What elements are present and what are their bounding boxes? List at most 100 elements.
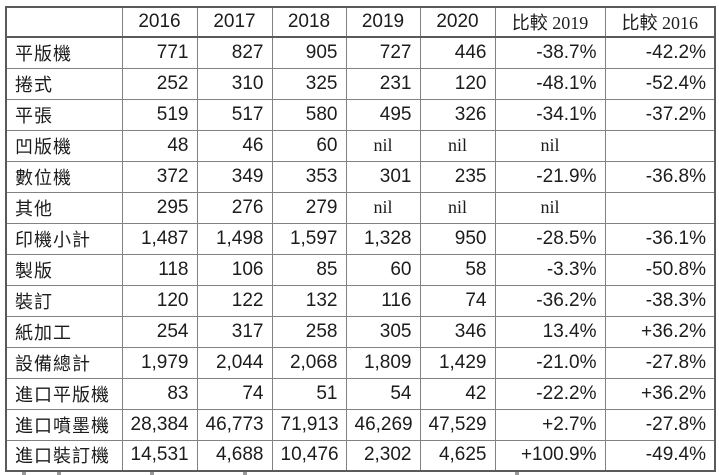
value-cell: 132 [271,284,347,317]
value-cell: 1,487 [121,222,198,255]
value-cell: +36.2% [604,315,716,348]
value-cell: 1,809 [345,346,421,379]
table-header: 2016 2017 2018 2019 2020 比較 2019 比較 2016 [5,6,716,38]
table-row: 進口裝訂機 14,531 4,688 10,476 2,302 4,625 +100.9% -… [5,439,716,472]
value-cell: 495 [345,98,421,131]
value-cell: 48 [121,129,198,162]
value-cell: 301 [345,160,421,193]
value-cell: 60 [271,129,347,162]
value-cell: 51 [271,377,347,410]
row-label: 印機小計 [5,222,123,255]
value-cell: 74 [419,284,496,317]
value-cell: 353 [271,160,347,193]
table-row: 印機小計 1,487 1,498 1,597 1,328 950 -28.5% -36.1% [5,222,716,255]
value-cell: -38.3% [604,284,716,317]
value-cell: -50.8% [604,253,716,286]
table-row: 設備總計 1,979 2,044 2,068 1,809 1,429 -21.0% -27.8… [5,346,716,379]
row-label: 平張 [5,98,123,131]
column-header: 2020 [419,6,496,38]
value-cell: nil [494,129,606,162]
value-cell: -49.4% [604,439,716,472]
value-cell: 905 [271,36,347,69]
value-cell: 14,531 [121,439,198,472]
value-cell: 46,269 [345,408,421,441]
value-cell: 4,625 [419,439,496,472]
value-cell: 231 [345,67,421,100]
table-row: 凹版機 48 46 60 nil nil nil [5,129,716,162]
row-label: 進口噴墨機 [5,408,123,441]
value-cell: 1,429 [419,346,496,379]
value-cell: 349 [196,160,273,193]
column-header: 比較 2019 [494,6,606,38]
value-cell: 950 [419,222,496,255]
statistics-table: 2016 2017 2018 2019 2020 比較 2019 比較 2016 平版機 77… [5,6,716,472]
value-cell: 1,498 [196,222,273,255]
table-row: 進口平版機 83 74 51 54 42 -22.2% +36.2% [5,377,716,410]
row-label: 平版機 [5,36,123,69]
value-cell: -38.7% [494,36,606,69]
value-cell: 258 [271,315,347,348]
value-cell: 446 [419,36,496,69]
value-cell: 727 [345,36,421,69]
row-label: 捲式 [5,67,123,100]
row-label: 裝訂 [5,284,123,317]
value-cell: 85 [271,253,347,286]
clipped-text-remnant [57,472,61,475]
table-row: 數位機 372 349 353 301 235 -21.9% -36.8% [5,160,716,193]
row-label: 數位機 [5,160,123,193]
value-cell: 1,328 [345,222,421,255]
value-cell: -36.8% [604,160,716,193]
value-cell: 317 [196,315,273,348]
value-cell: +36.2% [604,377,716,410]
column-header: 2019 [345,6,421,38]
value-cell: 58 [419,253,496,286]
value-cell: 4,688 [196,439,273,472]
value-cell: 2,044 [196,346,273,379]
row-label: 進口平版機 [5,377,123,410]
column-header: 2017 [196,6,273,38]
value-cell: 54 [345,377,421,410]
value-cell: 276 [196,191,273,224]
clipped-text-remnant [22,472,26,475]
value-cell: 116 [345,284,421,317]
table-row: 紙加工 254 317 258 305 346 13.4% +36.2% [5,315,716,348]
value-cell: 519 [121,98,198,131]
row-label: 進口裝訂機 [5,439,123,472]
value-cell: 372 [121,160,198,193]
value-cell: 120 [121,284,198,317]
value-cell: -48.1% [494,67,606,100]
value-cell: 325 [271,67,347,100]
table-row: 平版機 771 827 905 727 446 -38.7% -42.2% [5,36,716,69]
value-cell: -27.8% [604,346,716,379]
value-cell: 235 [419,160,496,193]
value-cell: 517 [196,98,273,131]
value-cell: -37.2% [604,98,716,131]
value-cell: -21.9% [494,160,606,193]
value-cell: nil [494,191,606,224]
value-cell: 106 [196,253,273,286]
value-cell: -42.2% [604,36,716,69]
value-cell: 120 [419,67,496,100]
value-cell: -27.8% [604,408,716,441]
table-body: 平版機 771 827 905 727 446 -38.7% -42.2% 捲式 252 310 32… [5,36,716,472]
table-row: 平張 519 517 580 495 326 -34.1% -37.2% [5,98,716,131]
value-cell: nil [345,191,421,224]
value-cell: nil [345,129,421,162]
value-cell: -34.1% [494,98,606,131]
value-cell: 74 [196,377,273,410]
row-label: 製版 [5,253,123,286]
table-row: 裝訂 120 122 132 116 74 -36.2% -38.3% [5,284,716,317]
value-cell: 295 [121,191,198,224]
value-cell [604,191,716,224]
value-cell: 252 [121,67,198,100]
clipped-text-remnant [243,472,247,475]
value-cell [604,129,716,162]
table-row: 製版 118 106 85 60 58 -3.3% -50.8% [5,253,716,286]
value-cell: 771 [121,36,198,69]
value-cell: 47,529 [419,408,496,441]
column-header: 比較 2016 [604,6,716,38]
value-cell: +100.9% [494,439,606,472]
row-label: 凹版機 [5,129,123,162]
value-cell: 310 [196,67,273,100]
value-cell: 305 [345,315,421,348]
